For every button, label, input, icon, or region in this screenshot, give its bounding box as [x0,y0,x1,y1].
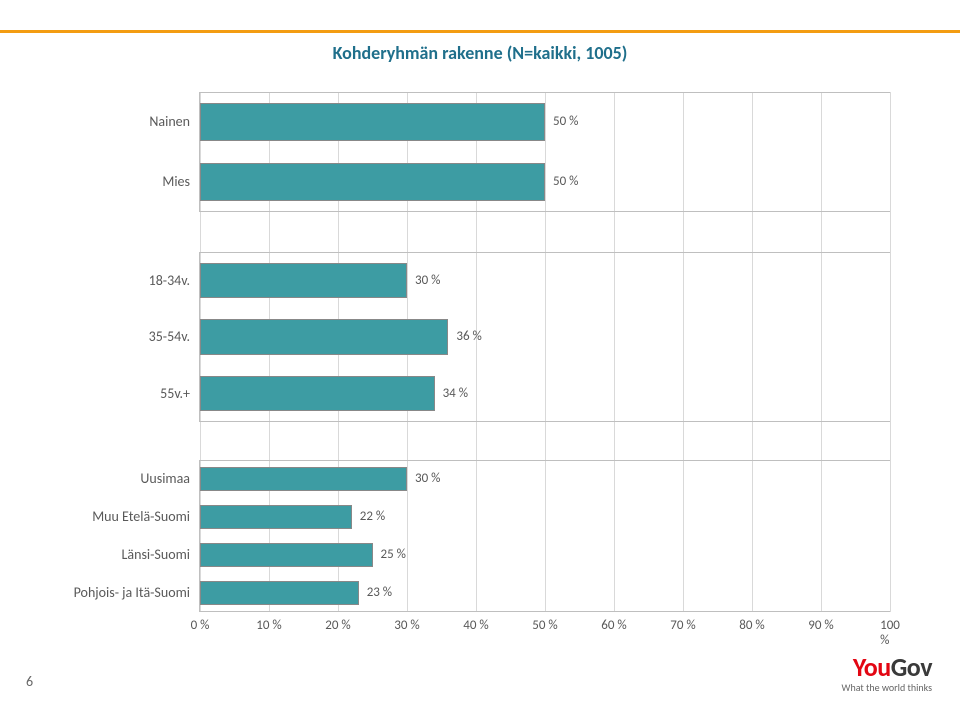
value-label: 30 % [407,273,440,288]
chart-group: Uusimaa30 % Muu Etelä-Suomi22 % Länsi-Suom… [200,460,890,612]
category-label: Uusimaa [140,470,200,487]
category-label: Muu Etelä-Suomi [92,508,200,525]
group-border [199,92,890,93]
value-label: 22 % [352,509,385,524]
x-axis-label: 60 % [601,612,626,633]
value-label: 23 % [359,585,392,600]
value-label: 30 % [407,471,440,486]
group-border [199,211,890,212]
bar-row: 35-54v.36 % [200,319,890,354]
value-label: 50 % [545,174,578,189]
bar [200,467,407,491]
x-axis-label: 30 % [394,612,419,633]
category-label: 18-34v. [149,272,200,289]
value-label: 50 % [545,114,578,129]
category-label: Mies [162,173,200,190]
bar-row: 55v.+34 % [200,376,890,411]
x-axis-label: 20 % [325,612,350,633]
logo-you: You [853,651,891,683]
logo-tagline: What the world thinks [842,681,932,694]
logo-gov: Gov [891,651,932,683]
bar [200,103,545,140]
bar-row: Uusimaa30 % [200,467,890,491]
x-axis-label: 0 % [191,612,210,633]
group-border [199,252,890,253]
bar-row: Muu Etelä-Suomi22 % [200,505,890,529]
slide-page: Kohderyhmän rakenne (N=kaikki, 1005) 0 %… [0,0,960,708]
category-label: 55v.+ [160,385,200,402]
category-label: Länsi-Suomi [122,546,201,563]
page-number: 6 [26,673,33,690]
category-label: 35-54v. [149,328,200,345]
gridline [890,92,891,612]
x-axis-label: 90 % [808,612,833,633]
bar-row: Länsi-Suomi25 % [200,543,890,567]
x-axis-label: 100 % [880,612,900,648]
bar-row: 18-34v.30 % [200,263,890,298]
logo-wordmark: YouGov [842,651,932,683]
bar [200,319,448,354]
plot-area: 0 %10 %20 %30 %40 %50 %60 %70 %80 %90 %1… [200,92,890,612]
yougov-logo: YouGov What the world thinks [842,651,932,694]
bar [200,376,435,411]
chart-title: Kohderyhmän rakenne (N=kaikki, 1005) [0,42,960,64]
group-border [199,421,890,422]
bar [200,505,352,529]
category-label: Nainen [149,113,200,130]
group-border [199,611,890,612]
x-axis-label: 80 % [739,612,764,633]
x-axis-label: 50 % [532,612,557,633]
group-border [199,460,890,461]
value-label: 36 % [448,329,481,344]
bar [200,163,545,200]
bar [200,543,373,567]
bar-row: Nainen50 % [200,103,890,140]
top-rule [0,30,960,33]
x-axis-label: 70 % [670,612,695,633]
x-axis-label: 10 % [256,612,281,633]
bar [200,263,407,298]
bar [200,581,359,605]
bar-row: Mies50 % [200,163,890,200]
chart-group: 18-34v.30 % 35-54v.36 % 55v.+34 % [200,252,890,422]
value-label: 34 % [435,386,468,401]
bar-row: Pohjois- ja Itä-Suomi23 % [200,581,890,605]
value-label: 25 % [373,547,406,562]
category-label: Pohjois- ja Itä-Suomi [74,584,200,601]
chart-group: Nainen50 % Mies50 % [200,92,890,212]
bar-chart: 0 %10 %20 %30 %40 %50 %60 %70 %80 %90 %1… [200,92,890,612]
x-axis-label: 40 % [463,612,488,633]
